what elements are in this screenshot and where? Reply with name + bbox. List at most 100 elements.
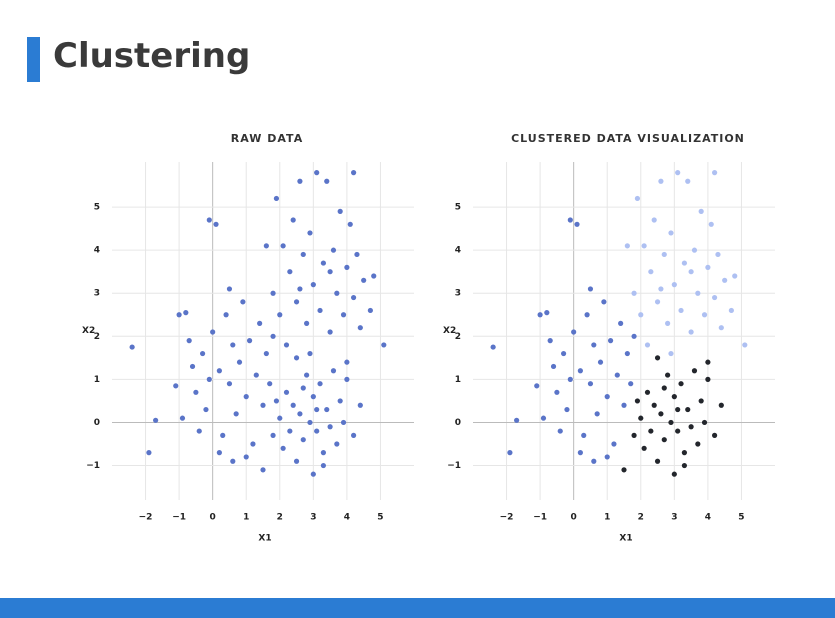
x-axis-label: X1 (258, 534, 271, 544)
point (186, 338, 192, 344)
point (490, 344, 496, 350)
point (129, 344, 135, 350)
point (340, 419, 347, 426)
point (297, 178, 303, 184)
point (571, 329, 577, 335)
x-tick-label: 0 (210, 513, 216, 523)
point (644, 389, 651, 395)
point (330, 247, 337, 253)
point (712, 170, 718, 176)
point (661, 251, 667, 258)
point (591, 458, 597, 464)
point (267, 381, 273, 387)
point (604, 394, 610, 400)
point (146, 450, 152, 456)
point (678, 381, 684, 387)
point (334, 441, 340, 447)
point (344, 264, 350, 270)
point (514, 417, 520, 423)
point (691, 247, 698, 253)
point (354, 251, 360, 258)
point (581, 432, 587, 438)
point (661, 385, 667, 391)
point (307, 419, 313, 426)
point (641, 445, 647, 451)
point (587, 286, 594, 292)
point (628, 381, 634, 387)
point (638, 415, 644, 421)
point (173, 383, 179, 389)
point (200, 350, 206, 357)
point (668, 350, 674, 357)
point (216, 450, 222, 456)
point (273, 398, 280, 404)
point (287, 269, 293, 275)
point (678, 307, 684, 314)
point (203, 406, 209, 413)
point (648, 428, 654, 434)
point (367, 307, 373, 314)
point (654, 355, 661, 361)
point (257, 320, 263, 326)
point (695, 441, 701, 447)
point (277, 415, 283, 421)
point (314, 406, 320, 413)
x-tick-label: 1 (243, 513, 249, 523)
point (554, 389, 560, 395)
chart-title: RAW DATA (231, 132, 303, 145)
point (688, 269, 694, 275)
point (226, 286, 233, 292)
point (631, 432, 637, 438)
x-tick-label: 5 (377, 513, 383, 523)
point (216, 368, 222, 374)
point (210, 329, 216, 335)
point (698, 208, 704, 214)
point (547, 338, 553, 344)
x-tick-label: −1 (533, 513, 547, 523)
point (320, 462, 326, 469)
point (567, 217, 573, 223)
point (701, 312, 708, 318)
x-tick-label: 4 (344, 513, 350, 523)
point (658, 411, 664, 417)
point (634, 398, 641, 404)
point (287, 428, 293, 434)
point (260, 467, 266, 473)
point (300, 437, 306, 443)
point (351, 432, 357, 438)
point (618, 320, 624, 326)
y-tick-label: 1 (455, 375, 461, 385)
y-axis-label: X2 (82, 326, 95, 336)
point (337, 208, 343, 214)
point (701, 419, 708, 426)
point (263, 350, 269, 357)
point (564, 406, 570, 413)
point (297, 411, 303, 417)
point (344, 359, 350, 365)
point (310, 471, 316, 477)
point (206, 376, 212, 382)
y-tick-label: 3 (94, 289, 100, 299)
point (263, 243, 269, 249)
point (290, 217, 296, 223)
point (614, 372, 620, 378)
point (307, 230, 313, 236)
point (293, 458, 300, 464)
point (705, 359, 711, 365)
point (270, 432, 276, 438)
point (317, 381, 323, 387)
point (179, 415, 186, 421)
point (314, 170, 320, 176)
point (189, 363, 196, 370)
point (351, 294, 357, 301)
point (712, 432, 718, 438)
x-tick-label: 2 (638, 513, 644, 523)
point (320, 450, 326, 456)
point (357, 402, 363, 408)
point (327, 329, 333, 335)
point (233, 411, 239, 417)
point (668, 230, 674, 236)
point (681, 260, 688, 266)
point (658, 286, 664, 292)
